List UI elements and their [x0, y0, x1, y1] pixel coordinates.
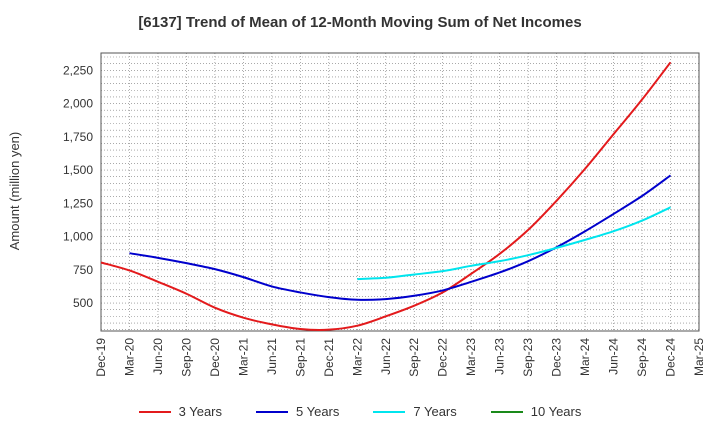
x-tick-label: Jun-21 — [265, 338, 279, 375]
x-tick-label: Sep-20 — [179, 338, 193, 377]
legend-item-5-years: 5 Years — [256, 404, 339, 419]
x-tick-label: Sep-24 — [635, 338, 649, 377]
x-tick-label: Mar-23 — [464, 338, 478, 376]
plot-frame — [100, 52, 700, 332]
y-tick-label: 1,250 — [63, 196, 93, 210]
legend-swatch — [490, 410, 523, 413]
x-tick-label: Mar-22 — [350, 338, 364, 376]
x-tick-label: Dec-20 — [208, 338, 222, 377]
x-tick-label: Jun-24 — [607, 338, 621, 375]
legend-item-10-years: 10 Years — [490, 404, 582, 419]
x-tick-label: Dec-24 — [664, 338, 678, 377]
y-tick-label: 1,000 — [63, 230, 93, 244]
x-tick-label: Dec-19 — [94, 338, 108, 377]
series-line-7-years — [357, 206, 671, 281]
y-tick-label: 2,250 — [63, 63, 93, 77]
y-tick-label: 1,500 — [63, 163, 93, 177]
chart-title: [6137] Trend of Mean of 12-Month Moving … — [138, 14, 582, 31]
legend-label: 5 Years — [296, 404, 340, 419]
x-tick-label: Dec-22 — [436, 338, 450, 377]
x-tick-label: Dec-21 — [322, 338, 336, 377]
legend-swatch — [373, 410, 406, 413]
legend-label: 3 Years — [178, 404, 222, 419]
legend-swatch — [138, 410, 171, 413]
legend-item-3-years: 3 Years — [138, 404, 222, 419]
legend-item-7-years: 7 Years — [373, 404, 457, 419]
legend: 3 Years 5 Years 7 Years 10 Years — [0, 404, 720, 419]
x-tick-label: Mar-25 — [692, 338, 706, 376]
y-tick-label: 500 — [73, 296, 93, 310]
x-tick-label: Mar-21 — [236, 338, 250, 376]
series-layer — [100, 61, 672, 331]
x-tick-label: Sep-23 — [521, 338, 535, 377]
x-tick-label: Jun-20 — [151, 338, 165, 375]
legend-label: 7 Years — [413, 404, 457, 419]
x-tick-label: Jun-22 — [379, 338, 393, 375]
x-tick-label: Sep-21 — [293, 338, 307, 377]
x-tick-label: Dec-23 — [550, 338, 564, 377]
series-line-3-years — [100, 61, 672, 331]
series-line-5-years — [129, 174, 672, 301]
x-tick-label: Mar-24 — [578, 338, 592, 376]
x-tick-label: Mar-20 — [122, 338, 136, 376]
axis-layer: 500 750 1,000 1,250 1,500 1,750 2,000 2,250 Dec-… — [63, 52, 706, 377]
y-axis-title: Amount (million yen) — [7, 132, 22, 251]
legend-swatch — [256, 410, 288, 413]
grid-layer — [100, 53, 700, 331]
x-tick-label: Sep-22 — [407, 338, 421, 377]
x-tick-label: Jun-23 — [493, 338, 507, 375]
y-tick-label: 2,000 — [63, 97, 93, 111]
y-tick-label: 1,750 — [63, 130, 93, 144]
y-tick-label: 750 — [73, 263, 93, 277]
legend-label: 10 Years — [530, 404, 582, 419]
